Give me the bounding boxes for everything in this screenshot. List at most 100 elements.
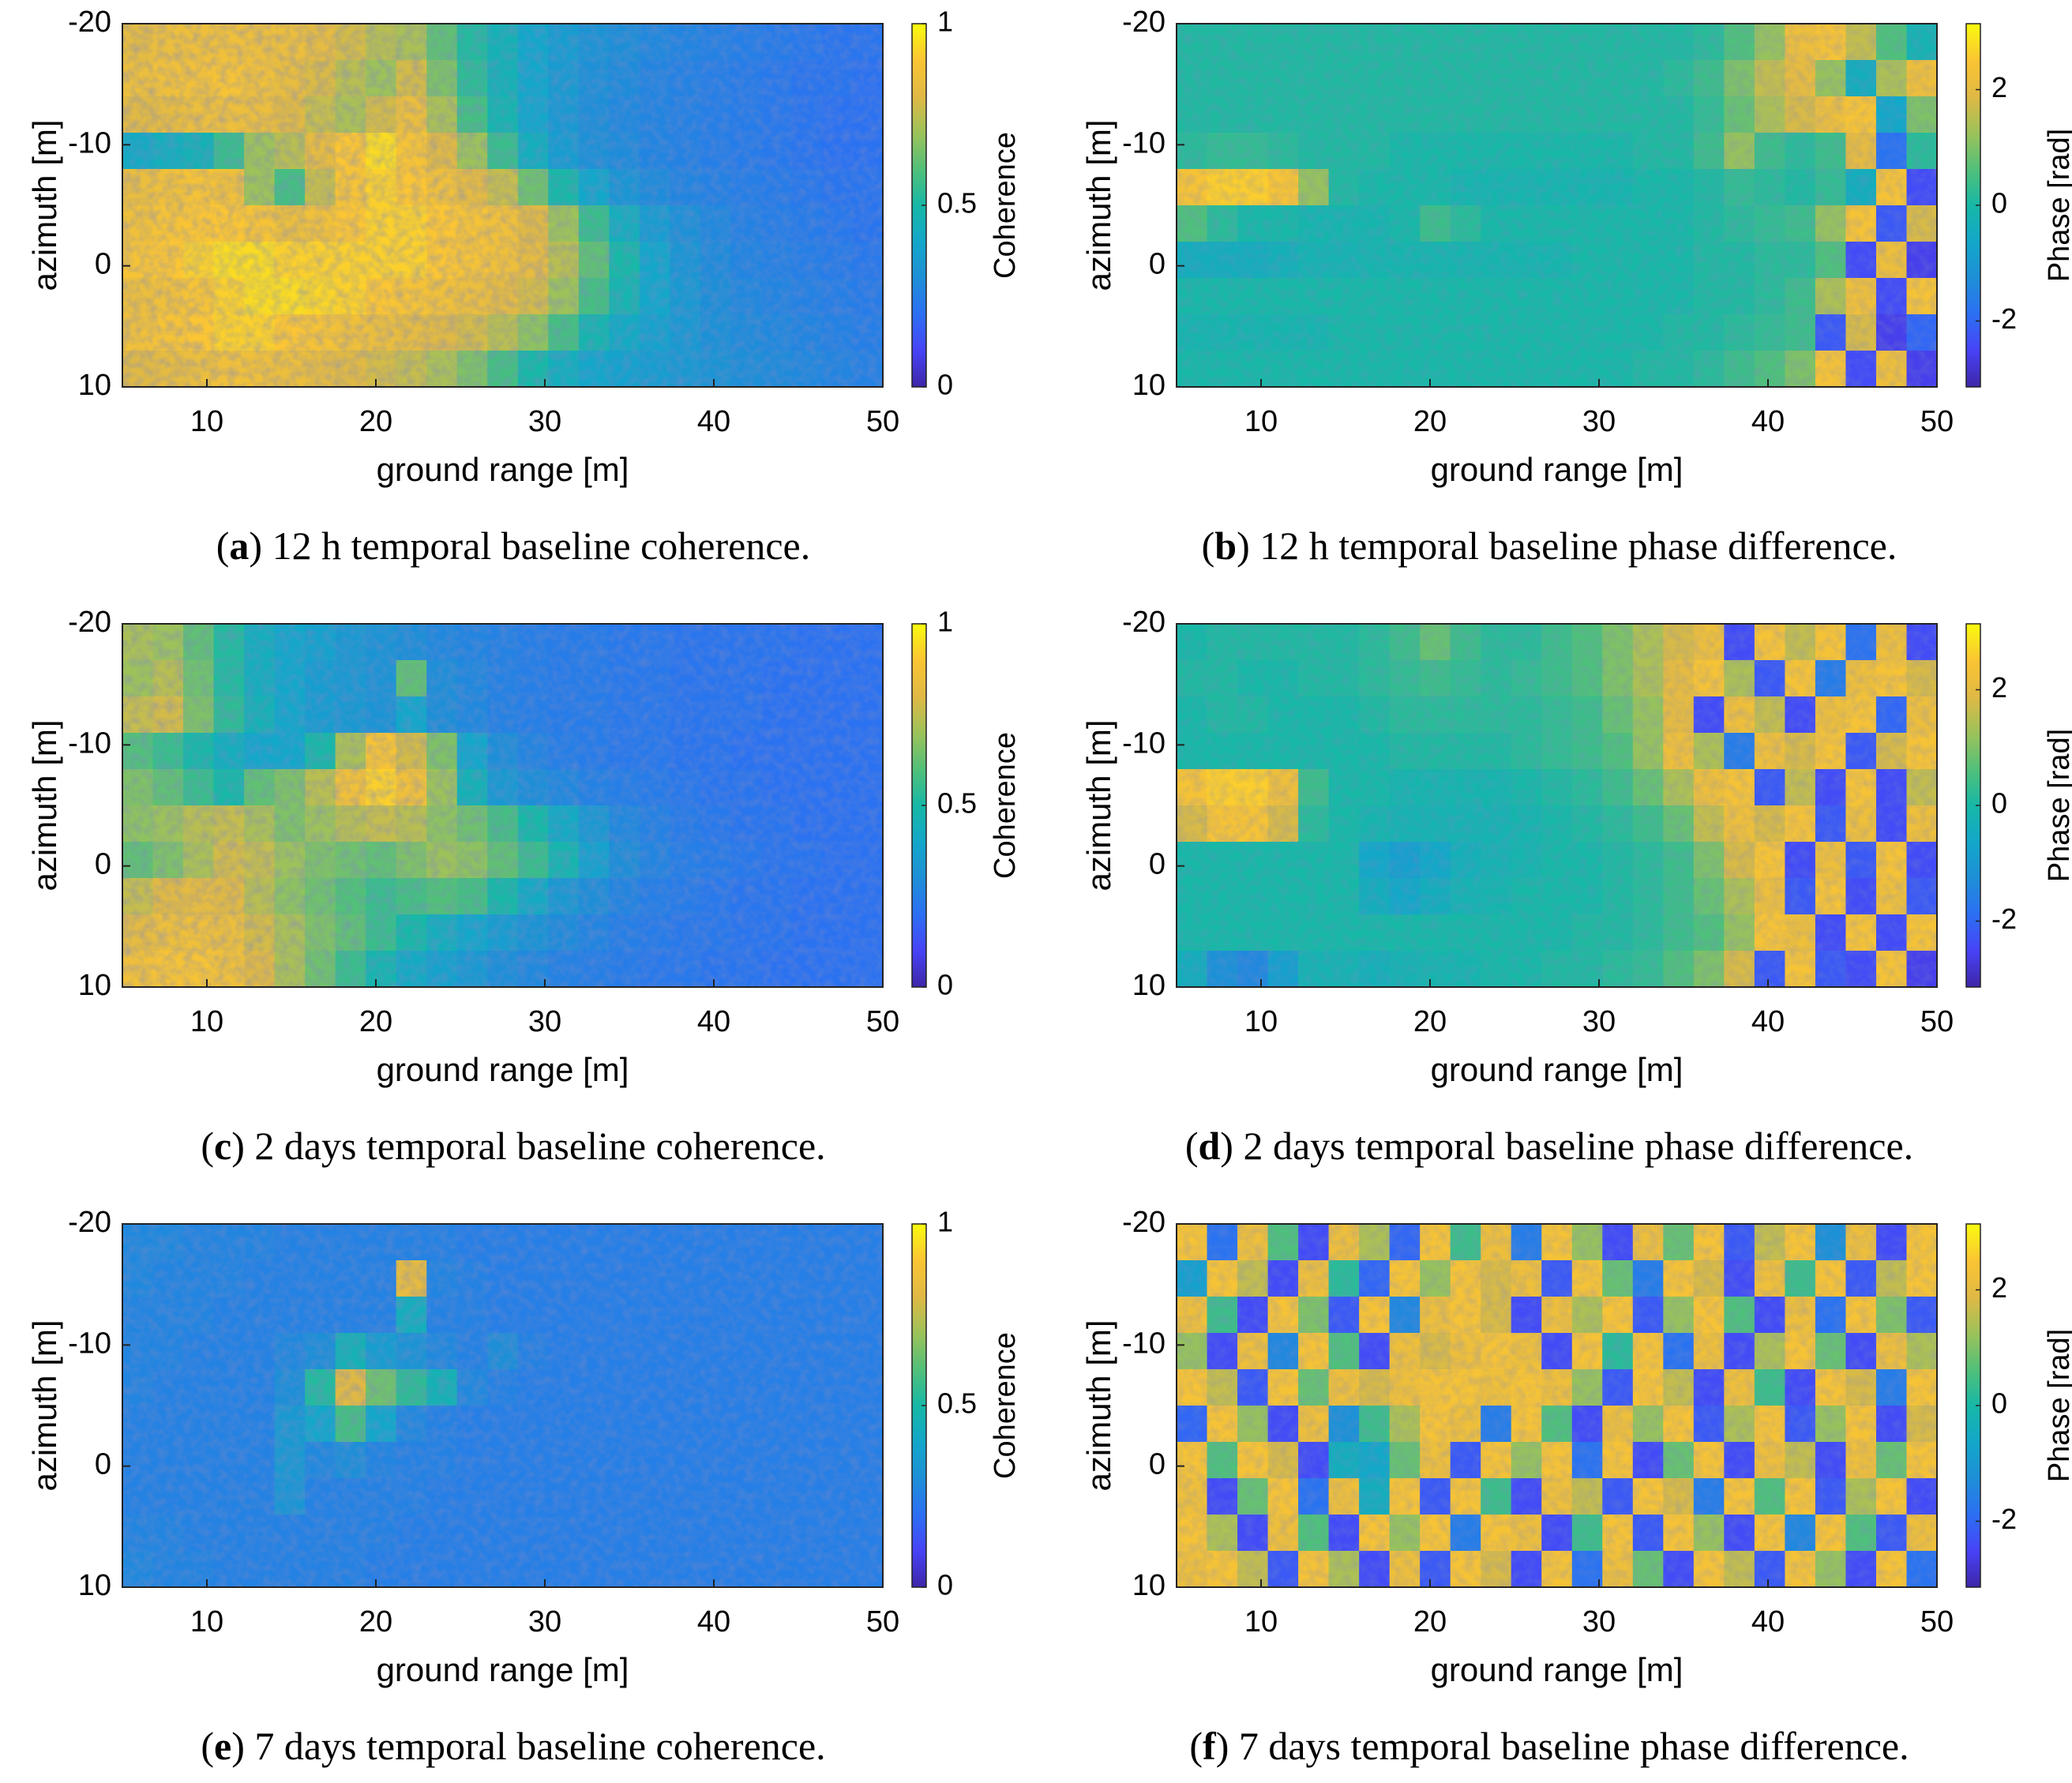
caption-letter-b: b xyxy=(1214,524,1237,568)
speckle-texture xyxy=(1177,24,1937,387)
colorbar-label: Phase [rad] xyxy=(2043,1329,2072,1482)
colorbar-tick-label: 1 xyxy=(937,6,953,38)
y-tick-label: 10 xyxy=(1132,969,1166,1002)
colorbar-tick-label: 0 xyxy=(937,969,953,1001)
caption-f: (f) 7 days temporal baseline phase diffe… xyxy=(1189,1724,1909,1768)
x-tick-label: 30 xyxy=(528,1605,561,1638)
y-tick-label: -10 xyxy=(1122,126,1166,160)
speckle-texture xyxy=(122,24,883,387)
caption-d: (d) 2 days temporal baseline phase diffe… xyxy=(1184,1124,1914,1168)
axes-box xyxy=(1176,623,1938,988)
colorbar-tick-label: 0.5 xyxy=(937,187,977,220)
x-tick-label: 40 xyxy=(697,405,730,438)
colorbar-tick-label: -2 xyxy=(1991,1503,2017,1535)
y-tick-label: 0 xyxy=(1149,248,1166,281)
caption-letter-f: f xyxy=(1203,1724,1216,1768)
y-tick-label: 0 xyxy=(95,1448,111,1481)
x-tick-label: 20 xyxy=(1413,1605,1447,1638)
speckle-texture xyxy=(122,1224,883,1587)
y-tick-label: 10 xyxy=(78,1569,111,1602)
colorbar-label: Phase [rad] xyxy=(2043,729,2072,882)
y-tick-label: -20 xyxy=(68,606,111,639)
heatmap-d xyxy=(1177,624,1937,987)
y-tick-label: 0 xyxy=(1149,1448,1166,1481)
colorbar-tick-label: 0.5 xyxy=(937,1387,977,1420)
x-tick-label: 10 xyxy=(190,405,223,438)
caption-text-b: 12 h temporal baseline phase difference. xyxy=(1249,524,1897,568)
caption-text-f: 7 days temporal baseline phase differenc… xyxy=(1229,1724,1909,1768)
caption-text-d: 2 days temporal baseline phase differenc… xyxy=(1233,1124,1914,1168)
y-tick-label: -10 xyxy=(68,726,111,760)
colorbar-label: Coherence xyxy=(989,732,1022,879)
x-tick-label: 40 xyxy=(1751,1605,1785,1638)
x-tick-label: 10 xyxy=(1244,405,1278,438)
y-tick-label: -10 xyxy=(1122,1327,1166,1360)
colorbar-tick-label: 1 xyxy=(937,606,953,638)
x-tick-label: 50 xyxy=(866,1605,899,1638)
caption-text-a: 12 h temporal baseline coherence. xyxy=(262,524,811,568)
y-axis-label: azimuth [m] xyxy=(1080,119,1117,291)
x-tick-label: 20 xyxy=(359,1005,392,1038)
heatmap-c xyxy=(122,624,883,987)
axes-box xyxy=(122,23,884,388)
axes-box xyxy=(122,623,884,988)
y-tick-label: -10 xyxy=(68,1327,111,1360)
x-tick-label: 30 xyxy=(528,1005,561,1038)
speckle-texture xyxy=(1177,1224,1937,1587)
x-tick-label: 50 xyxy=(866,1005,899,1038)
colorbar-tick-label: 1 xyxy=(937,1206,953,1238)
axes-box xyxy=(1176,1223,1938,1588)
x-tick-label: 40 xyxy=(697,1605,730,1638)
x-tick-label: 10 xyxy=(1244,1005,1278,1038)
colorbar-tick-label: 0 xyxy=(937,369,953,401)
caption-letter-d: d xyxy=(1198,1124,1221,1168)
colorbar-tick-label: 2 xyxy=(1991,1271,2007,1304)
caption-letter-a: a xyxy=(229,524,250,568)
y-tick-label: -20 xyxy=(1122,606,1166,639)
caption-text-c: 2 days temporal baseline coherence. xyxy=(244,1124,826,1168)
colorbar-tick-label: 0.5 xyxy=(937,787,977,820)
x-tick-label: 50 xyxy=(1920,1005,1954,1038)
y-tick-label: 10 xyxy=(78,969,111,1002)
y-tick-label: -20 xyxy=(68,1206,111,1239)
heatmap-a xyxy=(122,24,883,387)
x-axis-label: ground range [m] xyxy=(1431,451,1684,488)
y-tick-label: -10 xyxy=(1122,726,1166,760)
x-tick-label: 30 xyxy=(1582,1605,1616,1638)
x-tick-label: 40 xyxy=(697,1005,730,1038)
caption-a: (a) 12 h temporal baseline coherence. xyxy=(216,524,811,568)
x-tick-label: 40 xyxy=(1751,405,1785,438)
colorbar-label: Coherence xyxy=(989,1332,1022,1479)
y-axis-label: azimuth [m] xyxy=(1080,719,1117,891)
y-tick-label: 0 xyxy=(95,248,111,281)
caption-e: (e) 7 days temporal baseline coherence. xyxy=(201,1724,826,1768)
y-tick-label: -20 xyxy=(1122,6,1166,39)
x-tick-label: 20 xyxy=(359,1605,392,1638)
colorbar-label: Coherence xyxy=(989,132,1022,279)
y-tick-label: -20 xyxy=(1122,1206,1166,1239)
x-tick-label: 10 xyxy=(1244,1605,1278,1638)
x-axis-label: ground range [m] xyxy=(1431,1651,1684,1688)
speckle-texture xyxy=(122,624,883,987)
y-axis-label: azimuth [m] xyxy=(26,119,63,291)
colorbar-tick-label: 2 xyxy=(1991,671,2007,704)
x-axis-label: ground range [m] xyxy=(377,451,629,488)
x-tick-label: 20 xyxy=(1413,405,1447,438)
y-tick-label: 10 xyxy=(78,369,111,402)
y-tick-label: -10 xyxy=(68,126,111,160)
colorbar-tick-label: 0 xyxy=(1991,187,2007,220)
colorbar-tick-label: 2 xyxy=(1991,71,2007,103)
colorbar-tick-label: 0 xyxy=(937,1569,953,1601)
heatmap-b xyxy=(1177,24,1937,387)
colorbar-label: Phase [rad] xyxy=(2043,129,2072,282)
x-axis-label: ground range [m] xyxy=(1431,1051,1684,1088)
x-tick-label: 30 xyxy=(1582,405,1616,438)
axes-box xyxy=(1176,23,1938,388)
heatmap-f xyxy=(1177,1224,1937,1587)
y-tick-label: 0 xyxy=(1149,848,1166,881)
x-tick-label: 30 xyxy=(1582,1005,1616,1038)
